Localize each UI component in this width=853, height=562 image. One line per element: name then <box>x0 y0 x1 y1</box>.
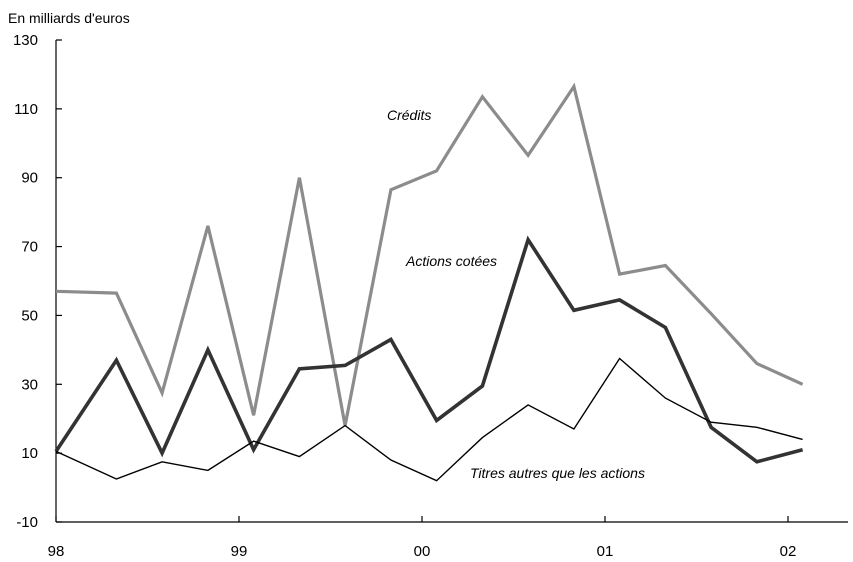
x-tick-label: 02 <box>780 543 797 560</box>
series-line-credits <box>55 82 804 426</box>
annotation-actions-cotees: Actions cotées <box>405 253 497 269</box>
y-tick-label: 10 <box>21 445 38 462</box>
y-axis: 130 110 90 70 50 30 10 -10 <box>13 32 62 531</box>
y-tick-label: 70 <box>21 239 38 256</box>
x-axis: 98 99 00 01 02 <box>48 516 848 560</box>
series-lines <box>54 82 804 482</box>
x-tick-label: 00 <box>414 543 431 560</box>
annotation-credits: Crédits <box>387 107 431 123</box>
y-tick-label: 90 <box>21 170 38 187</box>
y-tick-label: 50 <box>21 307 38 324</box>
x-tick-label: 01 <box>597 543 614 560</box>
y-tick-label: 110 <box>14 101 38 118</box>
y-tick-label: 130 <box>13 32 38 49</box>
x-tick-label: 98 <box>48 543 65 560</box>
series-line-actions-cotees <box>54 235 804 464</box>
x-tick-label: 99 <box>231 543 248 560</box>
y-axis-unit-label: En milliards d'euros <box>8 10 130 26</box>
y-tick-label: 30 <box>21 376 38 393</box>
annotation-titres-autres: Titres autres que les actions <box>470 465 645 481</box>
y-tick-label: -10 <box>16 514 38 531</box>
series-line-titres-autres <box>55 357 803 482</box>
